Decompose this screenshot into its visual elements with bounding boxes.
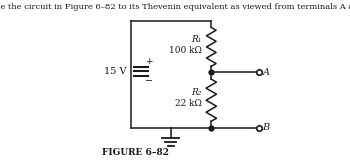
Text: R₁: R₁ <box>191 35 201 44</box>
Text: FIGURE 6–82: FIGURE 6–82 <box>102 148 169 157</box>
Text: 100 kΩ: 100 kΩ <box>168 46 201 55</box>
Text: R₂: R₂ <box>191 88 201 97</box>
Text: +: + <box>145 57 152 65</box>
Text: 22 kΩ: 22 kΩ <box>175 99 201 108</box>
Text: Reduce the circuit in Figure 6–82 to its Thevenin equivalent as viewed from term: Reduce the circuit in Figure 6–82 to its… <box>0 3 350 11</box>
Text: B: B <box>262 123 270 132</box>
Text: 15 V: 15 V <box>104 67 127 76</box>
Text: −: − <box>145 76 153 86</box>
Text: A: A <box>262 68 270 77</box>
